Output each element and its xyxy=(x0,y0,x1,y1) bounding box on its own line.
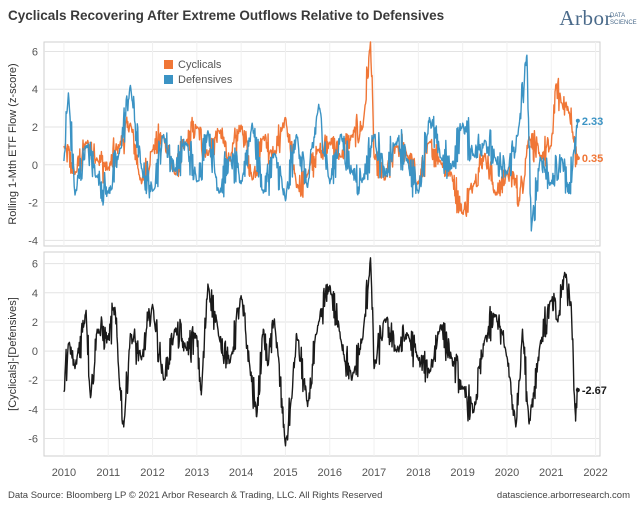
series-line-defensives xyxy=(63,54,579,232)
y-tick-label: -6 xyxy=(28,434,38,446)
series-end-marker xyxy=(575,118,580,123)
x-tick-label: 2013 xyxy=(185,467,209,479)
y-axis-label: [Cyclicals]-[Defensives] xyxy=(7,297,19,411)
x-tick-label: 2012 xyxy=(140,467,164,479)
y-axis-label: Rolling 1-Mth ETF Flow (z-score) xyxy=(7,63,19,224)
y-tick-label: 4 xyxy=(32,84,38,96)
series-end-marker xyxy=(575,156,580,161)
x-tick-label: 2019 xyxy=(450,467,474,479)
legend-swatch xyxy=(164,75,173,84)
y-tick-label: 4 xyxy=(32,288,38,300)
legend-swatch xyxy=(164,60,173,69)
x-tick-label: 2010 xyxy=(52,467,76,479)
logo-sub-line2: SCIENCE xyxy=(610,20,637,26)
x-tick-label: 2021 xyxy=(539,467,563,479)
series-end-label: -2.67 xyxy=(582,385,607,397)
x-tick-label: 2022 xyxy=(583,467,607,479)
chart-title: Cyclicals Recovering After Extreme Outfl… xyxy=(8,8,445,23)
y-tick-label: 6 xyxy=(32,46,38,58)
panel-frame xyxy=(43,251,601,457)
series-end-label: 0.35 xyxy=(582,153,603,165)
y-tick-label: 2 xyxy=(32,317,38,329)
legend-label: Defensives xyxy=(178,74,233,86)
x-tick-label: 2011 xyxy=(96,467,120,479)
series-line-cyclicals xyxy=(63,41,579,217)
x-tick-label: 2017 xyxy=(362,467,386,479)
legend-label: Cyclicals xyxy=(178,59,222,71)
website-url[interactable]: datascience.arborresearch.com xyxy=(496,490,630,501)
data-source-note: Data Source: Bloomberg LP © 2021 Arbor R… xyxy=(8,490,383,501)
y-tick-label: -4 xyxy=(28,404,38,416)
x-tick-label: 2020 xyxy=(495,467,519,479)
y-tick-label: 2 xyxy=(32,122,38,134)
logo-subtext: DATA SCIENCE xyxy=(610,13,637,27)
x-tick-label: 2015 xyxy=(273,467,297,479)
series-end-label: 2.33 xyxy=(582,116,603,128)
arbor-logo: Arbor DATA SCIENCE xyxy=(559,4,637,38)
y-tick-label: 0 xyxy=(32,346,38,358)
y-tick-label: -4 xyxy=(28,235,38,247)
y-tick-label: -2 xyxy=(28,198,38,210)
x-tick-label: 2014 xyxy=(229,467,253,479)
y-tick-label: 6 xyxy=(32,259,38,271)
x-tick-label: 2018 xyxy=(406,467,430,479)
series-line-cyclicals-defensives xyxy=(63,257,579,447)
series-end-marker xyxy=(575,387,580,392)
panel-frame xyxy=(43,41,601,247)
logo-sub-line1: DATA xyxy=(610,13,626,19)
y-tick-label: 0 xyxy=(32,160,38,172)
x-tick-label: 2016 xyxy=(318,467,342,479)
y-tick-label: -2 xyxy=(28,375,38,387)
logo-wordmark: Arbor xyxy=(559,6,612,30)
